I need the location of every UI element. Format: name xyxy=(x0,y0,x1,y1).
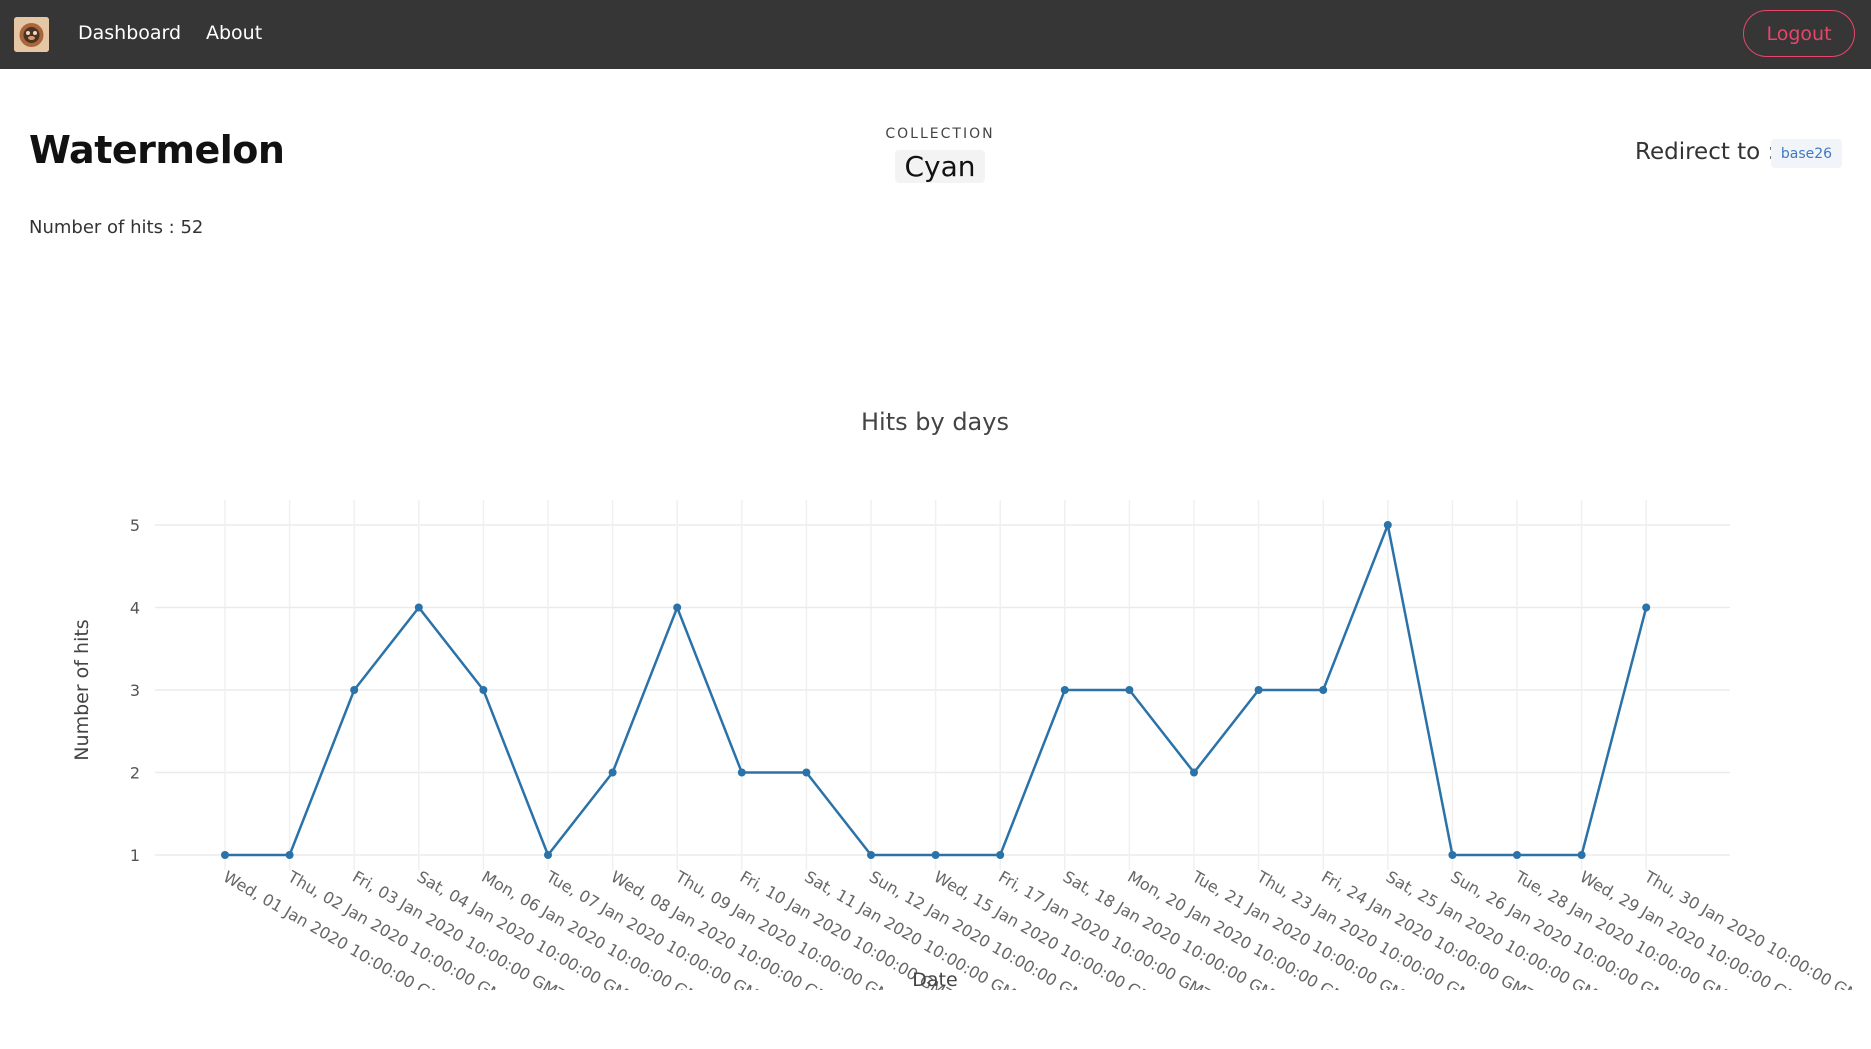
data-point[interactable] xyxy=(1384,521,1392,529)
data-point[interactable] xyxy=(221,851,229,859)
y-axis-label: Number of hits xyxy=(71,619,93,760)
data-point[interactable] xyxy=(350,686,358,694)
nav-link-about[interactable]: About xyxy=(206,22,262,44)
data-point[interactable] xyxy=(1513,851,1521,859)
data-point[interactable] xyxy=(673,604,681,612)
chart-grid xyxy=(155,500,1730,870)
data-point[interactable] xyxy=(932,851,940,859)
collection-name-tag: Cyan xyxy=(895,150,985,183)
data-point[interactable] xyxy=(1642,604,1650,612)
data-point[interactable] xyxy=(415,604,423,612)
y-tick-label: 1 xyxy=(130,846,140,865)
redirect-target-link[interactable]: base26 xyxy=(1771,139,1842,168)
top-navbar: Dashboard About Logout xyxy=(0,0,1871,69)
data-point[interactable] xyxy=(996,851,1004,859)
y-tick-label: 5 xyxy=(130,516,140,535)
tiger-avatar-logo-icon xyxy=(14,17,49,52)
logo-icon[interactable] xyxy=(14,17,49,52)
redirect-label: Redirect to : xyxy=(1635,139,1775,165)
hits-count-text: Number of hits : 52 xyxy=(29,217,203,238)
data-point[interactable] xyxy=(738,769,746,777)
data-point[interactable] xyxy=(1125,686,1133,694)
data-point[interactable] xyxy=(286,851,294,859)
data-point[interactable] xyxy=(1190,769,1198,777)
data-point[interactable] xyxy=(609,769,617,777)
hits-by-days-chart: Hits by days 1 2 3 4 5 Wed, 01 Jan 2020 10:0… xyxy=(0,390,1871,990)
x-axis-label: Date xyxy=(912,969,957,990)
data-point[interactable] xyxy=(479,686,487,694)
y-tick-label: 2 xyxy=(130,764,140,783)
data-point[interactable] xyxy=(544,851,552,859)
collection-label: COLLECTION xyxy=(836,126,1044,142)
chart-title: Hits by days xyxy=(861,408,1009,436)
data-point[interactable] xyxy=(802,769,810,777)
y-axis-ticks: 1 2 3 4 5 xyxy=(130,516,140,865)
data-point[interactable] xyxy=(1319,686,1327,694)
data-point[interactable] xyxy=(1448,851,1456,859)
page-title: Watermelon xyxy=(29,128,284,172)
nav-link-dashboard[interactable]: Dashboard xyxy=(78,22,181,44)
logout-button[interactable]: Logout xyxy=(1743,10,1855,57)
y-tick-label: 4 xyxy=(130,599,140,618)
data-point[interactable] xyxy=(867,851,875,859)
data-point[interactable] xyxy=(1255,686,1263,694)
data-point[interactable] xyxy=(1061,686,1069,694)
y-tick-label: 3 xyxy=(130,681,140,700)
data-point[interactable] xyxy=(1578,851,1586,859)
